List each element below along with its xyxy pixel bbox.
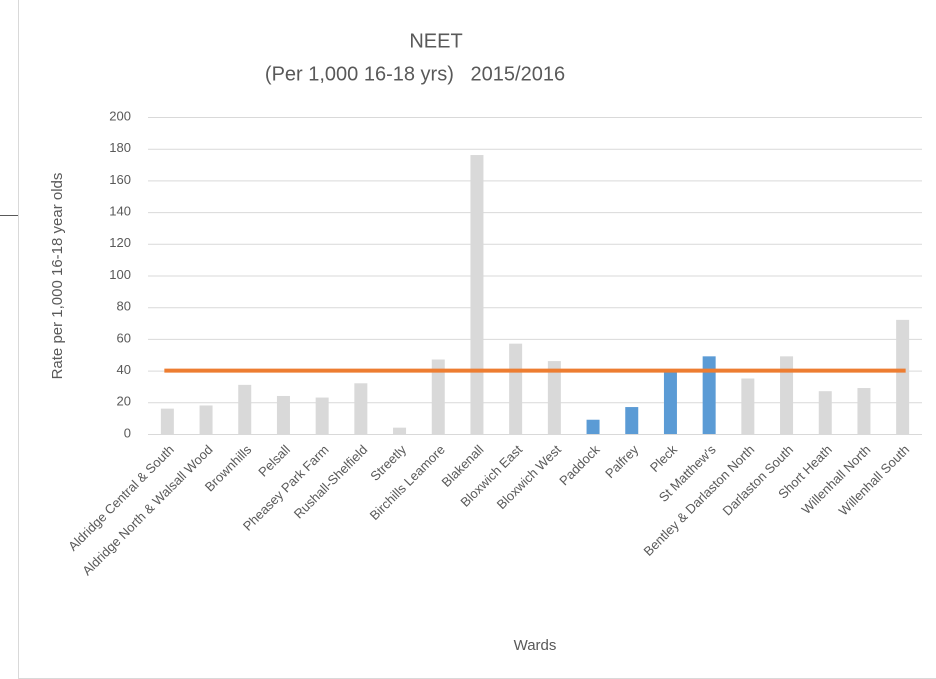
bar xyxy=(470,155,484,435)
y-tick-label: 120 xyxy=(109,235,131,250)
y-tick-label: 80 xyxy=(117,299,131,314)
bar xyxy=(547,361,561,434)
bar xyxy=(238,384,252,434)
y-tick-label: 40 xyxy=(117,362,131,377)
bar xyxy=(354,383,368,434)
bar xyxy=(393,427,407,434)
chart-subtitle: (Per 1,000 16-18 yrs) 2015/2016 xyxy=(265,63,565,85)
bar xyxy=(896,319,910,434)
bar xyxy=(276,395,290,434)
y-tick-label: 0 xyxy=(124,425,131,440)
bar xyxy=(199,405,213,434)
bar xyxy=(857,388,871,434)
y-tick-label: 180 xyxy=(109,140,131,155)
bar xyxy=(586,419,600,434)
bar xyxy=(702,356,716,434)
bar xyxy=(315,397,329,434)
y-tick-label: 100 xyxy=(109,267,131,282)
y-tick-label: 20 xyxy=(117,394,131,409)
y-tick-label: 160 xyxy=(109,172,131,187)
bar xyxy=(625,407,639,434)
y-tick-label: 60 xyxy=(117,330,131,345)
y-tick-label: 140 xyxy=(109,204,131,219)
bar xyxy=(780,356,794,434)
y-axis-label: Rate per 1,000 16-18 year olds xyxy=(49,173,66,380)
bar xyxy=(818,391,832,434)
bar xyxy=(431,359,445,434)
y-tick-label: 200 xyxy=(109,108,131,123)
bar xyxy=(741,378,755,434)
x-axis-label: Wards xyxy=(514,637,557,654)
chart-title: NEET xyxy=(409,30,462,52)
bar xyxy=(509,343,523,434)
bar xyxy=(663,372,677,434)
bar xyxy=(160,408,174,434)
